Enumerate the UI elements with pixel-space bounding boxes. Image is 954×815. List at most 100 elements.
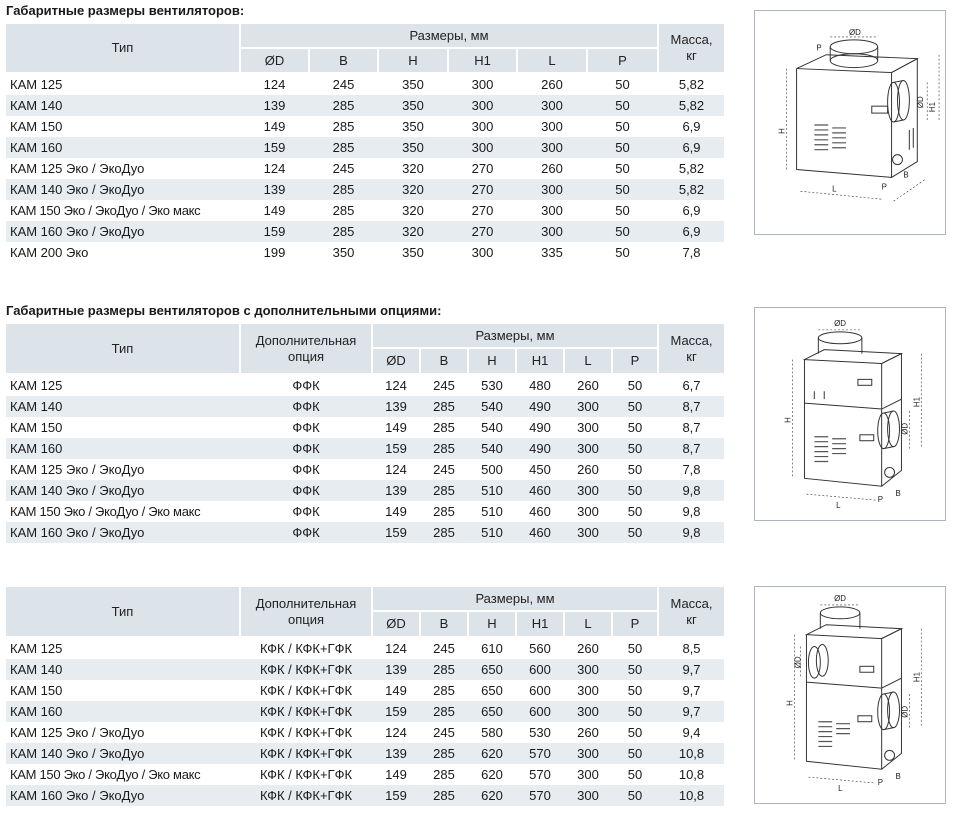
cell-h1: 300 [471,245,494,260]
cell-h: 650 [481,704,503,719]
cell-l: 300 [577,399,599,414]
cell-option: КФК / КФК+ГФК [259,704,353,719]
header-col-p: P [613,612,657,636]
label-b: B [903,170,908,179]
cell-b: 285 [433,420,455,435]
cell-d: 124 [385,378,407,393]
options-table-kfk: Тип Дополнительная опция Размеры, мм Мас… [6,587,724,806]
label-d: ØD [834,319,846,328]
cell-mass: 7,8 [682,462,701,477]
table-row: КАМ 125 Эко / ЭкоДуо КФК / КФК+ГФК 124 2… [6,722,724,743]
cell-l: 260 [577,641,599,656]
cell-type: КАМ 150 [10,683,63,698]
cell-h: 540 [481,441,503,456]
label-d-left: ØD [794,656,803,668]
table-row: КАМ 160 Эко / ЭкоДуо 159 285 320 270 300… [6,221,724,242]
label-p: P [878,778,883,787]
cell-d: 139 [385,746,407,761]
cell-mass: 8,7 [682,399,701,414]
cell-d: 159 [385,441,407,456]
table-row: КАМ 125 Эко / ЭкоДуо 124 245 320 270 260… [6,158,724,179]
table-header: Тип Дополнительная опция Размеры, мм Мас… [6,324,724,373]
cell-mass: 10,8 [678,788,705,803]
cell-d: 199 [263,245,286,260]
options-table-ffk: Тип Дополнительная опция Размеры, мм Мас… [6,324,724,543]
header-col-h: H [469,612,515,636]
cell-h1: 570 [529,788,551,803]
cell-l: 260 [577,378,599,393]
cell-type: КАМ 140 [10,399,63,414]
cell-option: КФК / КФК+ГФК [259,767,353,782]
table-row: КАМ 200 Эко 199 350 350 300 335 50 7,8 [6,242,724,263]
cell-option: ФФК [292,462,320,477]
header-mass: Масса, кг [659,24,724,72]
cell-p: 50 [627,662,643,677]
cell-b: 285 [433,788,455,803]
cell-d: 149 [263,119,286,134]
cell-h: 510 [481,525,503,540]
cell-b: 285 [433,683,455,698]
cell-d: 149 [385,767,407,782]
cell-h1: 480 [529,378,551,393]
table-row: КАМ 125 Эко / ЭкоДуо ФФК 124 245 500 450… [6,459,724,480]
header-col-d: ØD [373,612,419,636]
cell-p: 50 [615,140,630,155]
header-col-l: L [565,349,611,373]
cell-p: 50 [627,767,643,782]
header-mass: Масса, кг [659,324,724,373]
table-row: КАМ 125 ФФК 124 245 530 480 260 50 6,7 [6,375,724,396]
label-d: ØD [849,28,861,37]
cell-mass: 7,8 [682,245,701,260]
cell-type: КАМ 140 Эко / ЭкоДуо [10,483,145,498]
cell-b: 245 [433,378,455,393]
cell-mass: 5,82 [678,77,705,92]
cell-type: КАМ 125 Эко / ЭкоДуо [10,725,145,740]
cell-p: 50 [615,98,630,113]
cell-h1: 570 [529,746,551,761]
header-col-b: B [421,349,467,373]
table-row: КАМ 160 Эко / ЭкоДуо ФФК 159 285 510 460… [6,522,724,543]
table-row: КАМ 140 Эко / ЭкоДуо ФФК 139 285 510 460… [6,480,724,501]
cell-d: 149 [385,504,407,519]
cell-h1: 490 [529,399,551,414]
cell-type: КАМ 150 Эко / ЭкоДуо / Эко макс [10,504,201,519]
cell-mass: 9,7 [682,662,701,677]
header-col-b: B [310,49,377,72]
cell-d: 159 [263,224,286,239]
header-col-l: L [565,612,611,636]
cell-option: КФК / КФК+ГФК [259,788,353,803]
label-p: P [878,495,883,504]
header-option: Дополнительная опция [241,587,371,636]
cell-b: 285 [332,224,355,239]
cell-type: КАМ 160 [10,441,63,456]
header-col-h: H [469,349,515,373]
cell-h: 540 [481,420,503,435]
cell-h1: 570 [529,767,551,782]
cell-d: 159 [385,704,407,719]
cell-mass: 10,8 [678,746,705,761]
cell-option: ФФК [292,441,320,456]
cell-type: КАМ 125 [10,641,63,656]
cell-h: 650 [481,683,503,698]
table-row: КАМ 125 КФК / КФК+ГФК 124 245 610 560 26… [6,638,724,659]
header-type: Тип [6,324,239,373]
cell-b: 285 [332,140,355,155]
cell-h1: 460 [529,483,551,498]
cell-d: 139 [385,662,407,677]
cell-h1: 300 [471,119,494,134]
table-header: Тип Дополнительная опция Размеры, мм Мас… [6,587,724,636]
section1-title: Габаритные размеры вентиляторов: [6,3,245,18]
cell-type: КАМ 160 Эко / ЭкоДуо [10,224,145,239]
cell-h1: 600 [529,683,551,698]
cell-type: КАМ 150 Эко / ЭкоДуо / Эко макс [10,203,201,218]
label-l: L [832,184,837,193]
cell-l: 300 [541,203,563,218]
fan-dimension-drawing: ØD P ØD H1 H L P B [754,10,946,235]
cell-h1: 530 [529,725,551,740]
table-row: КАМ 140 Эко / ЭкоДуо 139 285 320 270 300… [6,179,724,200]
cell-b: 285 [433,504,455,519]
cell-mass: 8,5 [682,641,701,656]
table-row: КАМ 160 Эко / ЭкоДуо КФК / КФК+ГФК 159 2… [6,785,724,806]
cell-d: 139 [263,182,286,197]
cell-b: 245 [433,641,455,656]
